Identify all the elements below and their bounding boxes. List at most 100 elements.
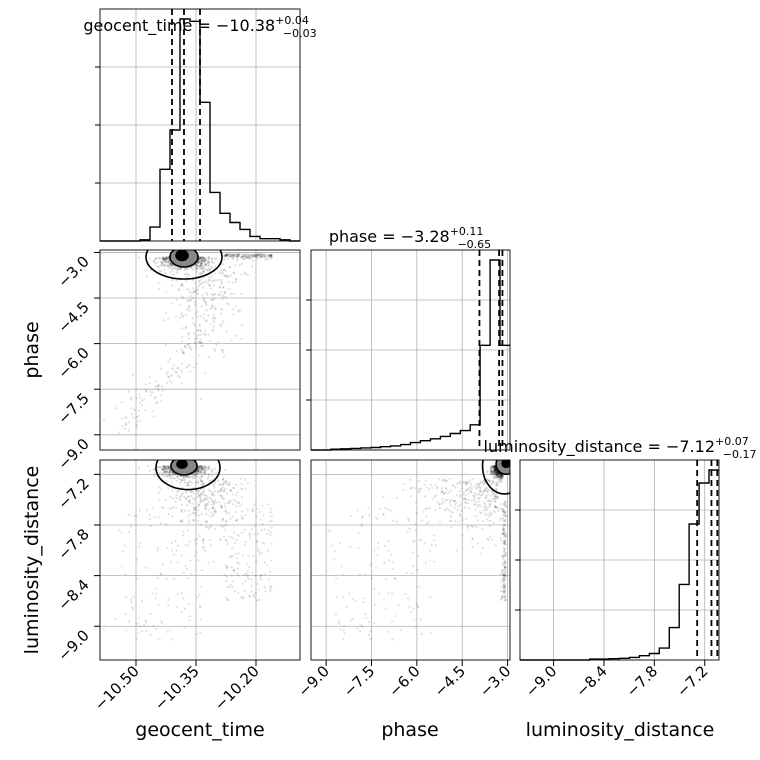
sample-point [199, 263, 202, 266]
sample-point [341, 565, 344, 568]
axes [94, 8, 720, 666]
sample-point [218, 537, 221, 541]
sample-point [163, 470, 166, 474]
sample-point [270, 257, 273, 260]
sample-point [504, 570, 508, 573]
sample-point [493, 471, 496, 475]
sample-point [465, 498, 468, 501]
sample-point [497, 476, 500, 479]
sample-point [496, 473, 499, 476]
sample-point [260, 254, 263, 257]
sample-point [377, 541, 380, 544]
sample-point [231, 554, 234, 557]
sample-point [196, 265, 199, 268]
sample-point [418, 487, 421, 490]
sample-point [163, 470, 166, 473]
sample-point [213, 486, 216, 489]
sample-point [502, 528, 505, 531]
sample-point [164, 256, 167, 259]
sample-point [242, 255, 245, 258]
sample-point [270, 515, 273, 518]
sample-point [246, 256, 249, 259]
sample-point [195, 266, 198, 269]
sample-point [450, 510, 453, 513]
sample-point [177, 268, 180, 271]
sample-point [199, 264, 202, 267]
sample-point [202, 545, 205, 549]
sample-point [248, 532, 251, 535]
sample-point [157, 287, 160, 291]
sample-point [504, 553, 507, 556]
sample-point [167, 466, 170, 469]
sample-point [261, 523, 264, 526]
sample-point [504, 534, 507, 537]
sample-point [214, 481, 217, 485]
sample-point [187, 343, 190, 346]
sample-point [242, 253, 245, 256]
sample-point [220, 272, 223, 275]
sample-point [181, 350, 184, 353]
sample-point [256, 253, 259, 256]
sample-point [194, 472, 197, 476]
sample-point [172, 577, 175, 580]
sample-point [467, 507, 470, 510]
sample-point [490, 471, 494, 474]
sample-point [132, 416, 135, 419]
sample-point [200, 468, 203, 471]
sample-point [192, 497, 195, 500]
sample-point [443, 479, 446, 482]
sample-point [173, 266, 176, 270]
sample-point [176, 267, 179, 270]
sample-point [233, 486, 236, 489]
sample-point [419, 618, 422, 621]
sample-point [154, 597, 157, 600]
sample-point [364, 612, 367, 615]
sample-point [200, 479, 204, 483]
sample-point [212, 319, 215, 322]
sample-point [454, 486, 457, 489]
sample-point [240, 495, 243, 498]
frame-luminosity_distance-vs-geocent_time [99, 459, 301, 661]
sample-point [129, 398, 133, 401]
sample-point [494, 474, 497, 477]
sample-point [357, 531, 360, 535]
sample-point [502, 513, 505, 517]
sample-point [485, 499, 488, 502]
sample-point [365, 616, 368, 620]
sample-point [504, 565, 507, 568]
sample-point [494, 468, 497, 471]
sample-point [489, 535, 492, 538]
sample-point [206, 269, 209, 272]
sample-point [135, 637, 138, 640]
sample-point [384, 608, 387, 611]
sample-point [232, 580, 235, 583]
sample-point [145, 509, 148, 512]
sample-point [158, 486, 161, 489]
sample-point [124, 417, 127, 420]
sample-point [207, 314, 210, 317]
sample-point [220, 488, 223, 491]
sample-point [342, 629, 345, 632]
sample-point [184, 564, 187, 568]
sample-point [157, 383, 160, 386]
sample-point [252, 594, 255, 597]
sample-point [501, 596, 504, 599]
sample-point [182, 478, 185, 481]
sample-point [219, 483, 222, 487]
sample-point [502, 519, 505, 522]
sample-point [390, 553, 393, 556]
sample-point [180, 554, 183, 557]
sample-point [480, 552, 483, 555]
sample-point [438, 521, 442, 524]
sample-point [163, 257, 166, 260]
sample-point [357, 546, 360, 549]
sample-point [164, 467, 167, 470]
sample-point [152, 260, 155, 263]
sample-point [242, 516, 245, 520]
sample-point [232, 255, 235, 258]
sample-point [199, 256, 202, 259]
sample-point [503, 547, 506, 550]
sample-point [226, 501, 229, 504]
sample-point [203, 257, 206, 260]
sample-point [211, 471, 214, 474]
